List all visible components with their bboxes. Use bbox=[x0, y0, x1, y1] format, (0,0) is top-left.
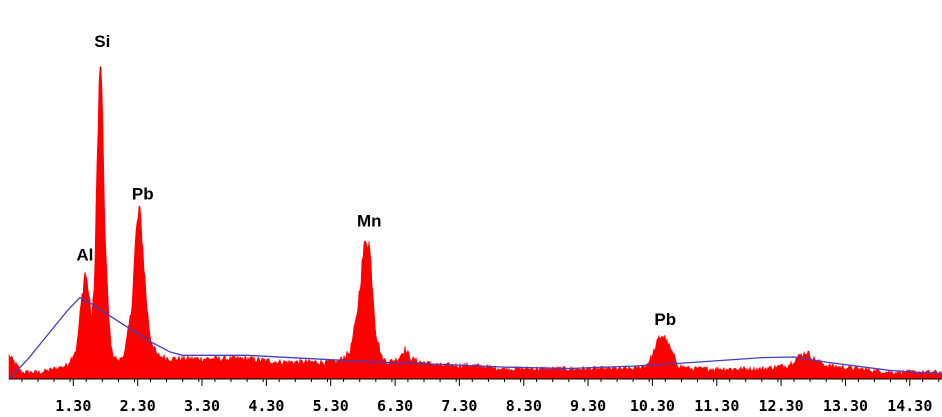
x-tick-label: 1.30 bbox=[55, 397, 91, 415]
peak-label-pb: Pb bbox=[654, 310, 676, 329]
x-tick-label: 11.30 bbox=[694, 397, 739, 415]
x-tick-label: 14.30 bbox=[887, 397, 932, 415]
x-tick-label: 6.30 bbox=[377, 397, 413, 415]
x-tick-label: 9.30 bbox=[570, 397, 606, 415]
x-tick-label: 10.30 bbox=[630, 397, 675, 415]
spectrum-series bbox=[8, 65, 942, 380]
background-fit-series bbox=[8, 296, 942, 380]
x-axis-ticks: 1.30 2.30 3.30 4.30 5.30 6.30 7.30 8.30 9.30 10.3… bbox=[21, 379, 940, 415]
x-tick-label: 3.30 bbox=[184, 397, 220, 415]
peak-annotations: Si Pb Al Mn Pb bbox=[76, 32, 676, 329]
peak-label-si: Si bbox=[94, 32, 110, 51]
peak-label-al: Al bbox=[76, 246, 93, 265]
peak-label-pb: Pb bbox=[132, 185, 154, 204]
x-tick-label: 5.30 bbox=[313, 397, 349, 415]
x-tick-label: 12.30 bbox=[759, 397, 804, 415]
x-tick-label: 8.30 bbox=[506, 397, 542, 415]
x-tick-label: 7.30 bbox=[441, 397, 477, 415]
x-tick-label: 13.30 bbox=[823, 397, 868, 415]
peak-label-mn: Mn bbox=[357, 212, 382, 231]
background-fit-line bbox=[8, 296, 942, 380]
x-tick-label: 2.30 bbox=[120, 397, 156, 415]
spectrum-area bbox=[8, 65, 942, 380]
x-tick-label: 4.30 bbox=[248, 397, 284, 415]
